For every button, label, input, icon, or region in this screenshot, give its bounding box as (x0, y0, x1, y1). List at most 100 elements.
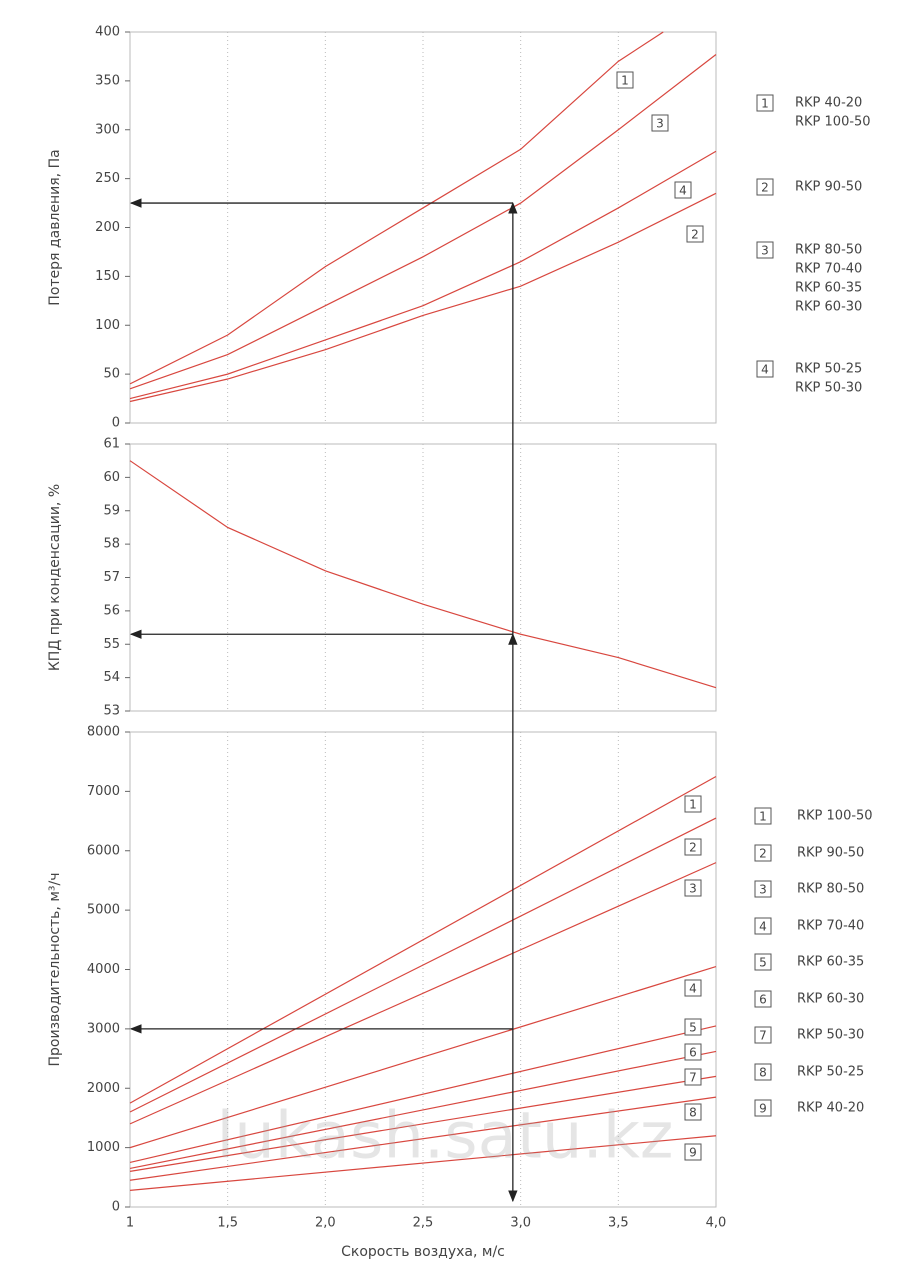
legend-box (754, 990, 772, 1008)
legend-key: 1 (761, 97, 769, 111)
y-tick-label: 55 (103, 637, 120, 652)
y-tick-label: 2000 (87, 1081, 120, 1096)
y-tick-label: 59 (103, 503, 120, 518)
curve (129, 54, 717, 390)
y-tick-label: 250 (95, 171, 120, 186)
legend-model: RKP 70-40 (795, 262, 862, 277)
curve-label: 5 (689, 1021, 697, 1035)
legend-key: 9 (759, 1102, 767, 1116)
curve-label-box (684, 1018, 702, 1036)
x-tick-label: 3,5 (608, 1216, 629, 1231)
legend-box (754, 1063, 772, 1081)
curve-label-box (616, 71, 634, 89)
x-tick-label: 1,5 (217, 1216, 238, 1231)
curve-label: 1 (689, 798, 697, 812)
curve-label-box (684, 795, 702, 813)
legend-model: RKP 40-20 (795, 96, 862, 111)
curve (129, 1075, 717, 1172)
legend-key: 8 (759, 1066, 767, 1080)
legend-model: RKP 60-30 (795, 300, 862, 315)
curve-label-box (684, 979, 702, 997)
curve-label-box (684, 838, 702, 856)
legend-box (754, 844, 772, 862)
curve (129, 460, 717, 689)
x-tick-label: 2,0 (315, 1216, 336, 1231)
x-tick-label: 4,0 (706, 1216, 727, 1231)
legend-key: 1 (759, 810, 767, 824)
y-tick-label: 0 (112, 1200, 120, 1215)
legend-model: RKP 50-25 (795, 362, 862, 377)
legend-box (754, 1026, 772, 1044)
curve-label: 4 (679, 184, 687, 198)
y-tick-label: 53 (103, 704, 120, 719)
curve (129, 817, 717, 1113)
y-tick-label: 57 (103, 570, 120, 585)
curve-label: 8 (689, 1106, 697, 1120)
curve (129, 1025, 717, 1164)
y-tick-label: 350 (95, 73, 120, 88)
legend-box (754, 953, 772, 971)
curve-label-box (684, 1068, 702, 1086)
y-tick-label: 61 (103, 437, 120, 452)
y-tick-label: 300 (95, 122, 120, 137)
legend-key: 4 (761, 363, 769, 377)
y-axis-label: Производительность, м³/ч (47, 873, 63, 1067)
legend-model: RKP 90-50 (795, 180, 862, 195)
y-tick-label: 60 (103, 470, 120, 485)
legend-box (754, 807, 772, 825)
y-tick-label: 6000 (87, 843, 120, 858)
curve (129, 1135, 717, 1191)
legend-model: RKP 100-50 (795, 115, 871, 130)
legend-box (756, 178, 774, 196)
legend-box (754, 917, 772, 935)
curve (129, 31, 664, 385)
y-axis-label: КПД при конденсации, % (47, 484, 63, 671)
x-tick-label: 1 (126, 1216, 134, 1231)
curve-label: 2 (691, 228, 699, 242)
legend-box (756, 94, 774, 112)
legend-model: RKP 50-30 (795, 381, 862, 396)
legend-model: RKP 50-30 (797, 1028, 864, 1043)
curve-label: 3 (689, 882, 697, 896)
x-tick-label: 3,0 (510, 1216, 531, 1231)
y-tick-label: 5000 (87, 903, 120, 918)
y-tick-label: 3000 (87, 1021, 120, 1036)
x-tick-label: 2,5 (413, 1216, 434, 1231)
y-tick-label: 8000 (87, 725, 120, 740)
curve-label: 6 (689, 1046, 697, 1060)
curve-label-box (684, 879, 702, 897)
curve-label: 9 (689, 1146, 697, 1160)
legend-model: RKP 60-35 (795, 281, 862, 296)
y-tick-label: 54 (103, 670, 120, 685)
curve-label: 7 (689, 1071, 697, 1085)
y-tick-label: 4000 (87, 962, 120, 977)
curve (129, 192, 717, 403)
curve-label-box (674, 181, 692, 199)
y-tick-label: 56 (103, 603, 120, 618)
legend-key: 2 (761, 181, 769, 195)
legend-box (756, 241, 774, 259)
y-tick-label: 50 (103, 367, 120, 382)
legend-key: 2 (759, 847, 767, 861)
y-tick-label: 1000 (87, 1140, 120, 1155)
legend-box (754, 1099, 772, 1117)
legend-model: RKP 80-50 (797, 882, 864, 897)
legend-key: 7 (759, 1029, 767, 1043)
legend-model: RKP 80-50 (795, 243, 862, 258)
curve-label-box (684, 1143, 702, 1161)
curve-label: 4 (689, 982, 697, 996)
legend-model: RKP 40-20 (797, 1101, 864, 1116)
legend-model: RKP 50-25 (797, 1065, 864, 1080)
legend-model: RKP 70-40 (797, 919, 864, 934)
curve-label-box (686, 225, 704, 243)
legend-model: RKP 100-50 (797, 809, 873, 824)
y-tick-label: 150 (95, 269, 120, 284)
legend-key: 3 (759, 883, 767, 897)
y-tick-label: 100 (95, 318, 120, 333)
curve (129, 150, 717, 400)
curve (129, 965, 717, 1149)
y-axis-label: Потеря давления, Па (47, 149, 63, 305)
curve-label: 1 (621, 74, 629, 88)
